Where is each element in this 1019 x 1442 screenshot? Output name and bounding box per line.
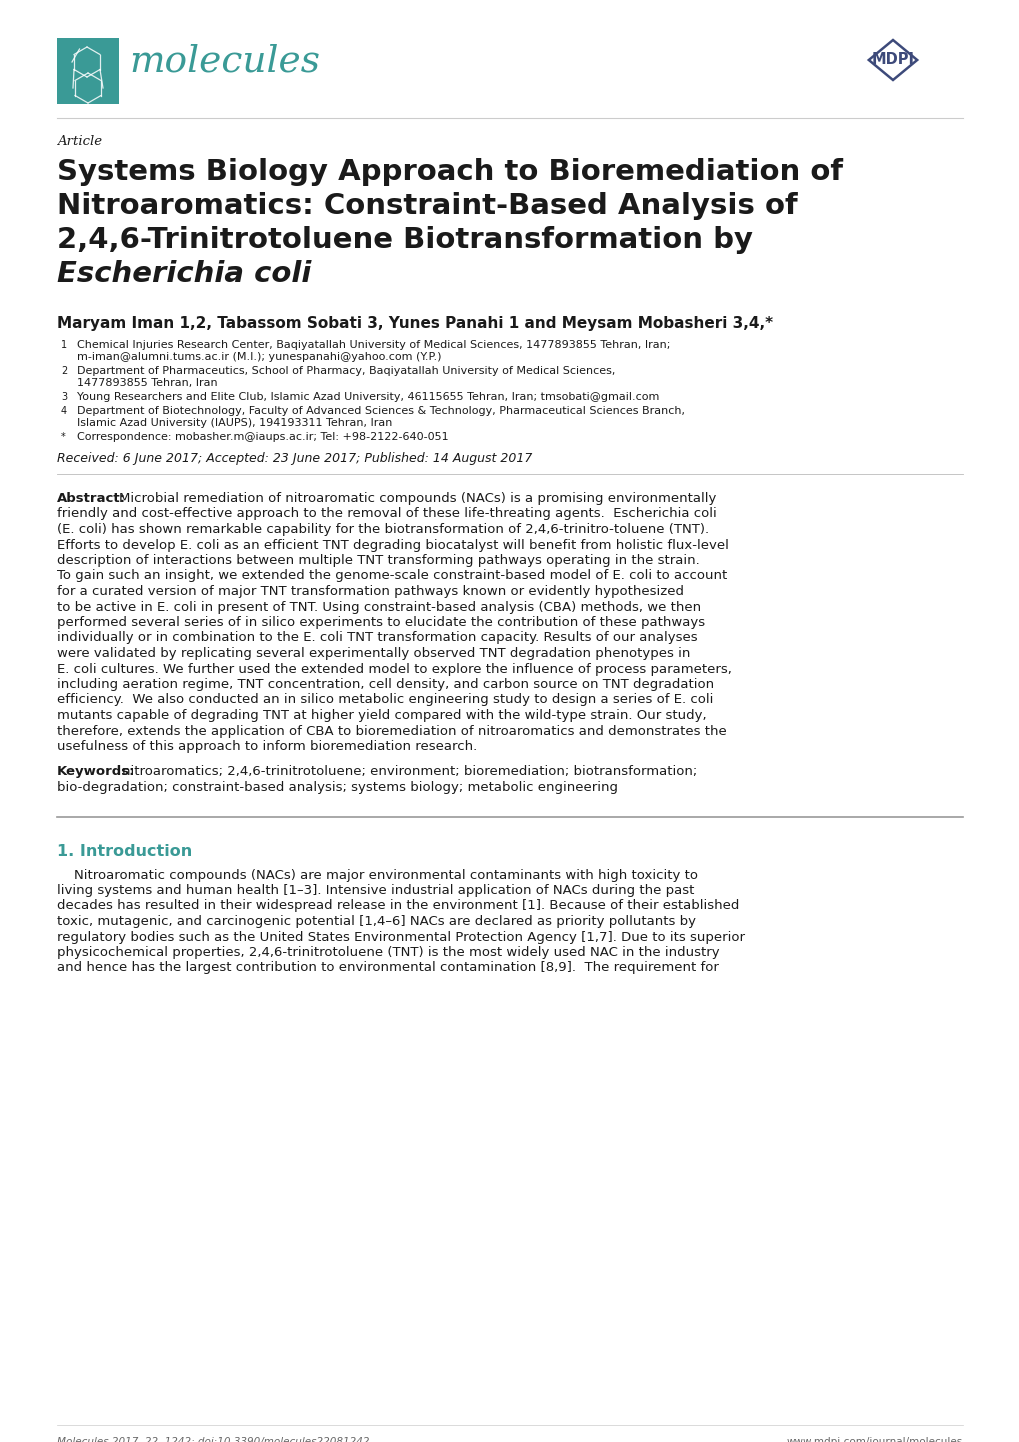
Text: Chemical Injuries Research Center, Baqiyatallah University of Medical Sciences, : Chemical Injuries Research Center, Baqiy…	[76, 340, 669, 350]
Text: performed several series of in silico experiments to elucidate the contribution : performed several series of in silico ex…	[57, 616, 704, 629]
Text: nitroaromatics; 2,4,6-trinitrotoluene; environment; bioremediation; biotransform: nitroaromatics; 2,4,6-trinitrotoluene; e…	[122, 766, 697, 779]
Text: m-iman@alumni.tums.ac.ir (M.I.); yunespanahi@yahoo.com (Y.P.): m-iman@alumni.tums.ac.ir (M.I.); yunespa…	[76, 352, 441, 362]
Text: To gain such an insight, we extended the genome-scale constraint-based model of : To gain such an insight, we extended the…	[57, 570, 727, 583]
Text: *: *	[61, 433, 65, 443]
Text: Article: Article	[57, 136, 102, 149]
Text: mutants capable of degrading TNT at higher yield compared with the wild-type str: mutants capable of degrading TNT at high…	[57, 709, 706, 722]
Text: to be active in E. coli in present of TNT. Using constraint-based analysis (CBA): to be active in E. coli in present of TN…	[57, 600, 700, 613]
Text: 1: 1	[61, 340, 67, 350]
Text: regulatory bodies such as the United States Environmental Protection Agency [1,7: regulatory bodies such as the United Sta…	[57, 930, 744, 943]
Text: 4: 4	[61, 407, 67, 415]
Text: for a curated version of major TNT transformation pathways known or evidently hy: for a curated version of major TNT trans…	[57, 585, 684, 598]
Text: Department of Biotechnology, Faculty of Advanced Sciences & Technology, Pharmace: Department of Biotechnology, Faculty of …	[76, 407, 685, 415]
Text: MDPI: MDPI	[870, 52, 914, 68]
Text: E. coli cultures. We further used the extended model to explore the influence of: E. coli cultures. We further used the ex…	[57, 662, 732, 675]
Text: Systems Biology Approach to Bioremediation of: Systems Biology Approach to Bioremediati…	[57, 159, 842, 186]
Text: Received: 6 June 2017; Accepted: 23 June 2017; Published: 14 August 2017: Received: 6 June 2017; Accepted: 23 June…	[57, 451, 532, 464]
Text: were validated by replicating several experimentally observed TNT degradation ph: were validated by replicating several ex…	[57, 647, 690, 660]
Text: 1477893855 Tehran, Iran: 1477893855 Tehran, Iran	[76, 378, 217, 388]
Text: Keywords:: Keywords:	[57, 766, 136, 779]
Text: molecules: molecules	[128, 43, 320, 79]
Text: Escherichia coli: Escherichia coli	[57, 260, 311, 288]
Text: Nitroaromatics: Constraint-Based Analysis of: Nitroaromatics: Constraint-Based Analysi…	[57, 192, 797, 221]
Text: www.mdpi.com/journal/molecules: www.mdpi.com/journal/molecules	[786, 1438, 962, 1442]
Text: friendly and cost-effective approach to the removal of these life-threating agen: friendly and cost-effective approach to …	[57, 508, 716, 521]
Text: usefulness of this approach to inform bioremediation research.: usefulness of this approach to inform bi…	[57, 740, 477, 753]
Text: toxic, mutagenic, and carcinogenic potential [1,4–6] NACs are declared as priori: toxic, mutagenic, and carcinogenic poten…	[57, 916, 695, 929]
Text: living systems and human health [1–3]. Intensive industrial application of NACs : living systems and human health [1–3]. I…	[57, 884, 694, 897]
Text: and hence has the largest contribution to environmental contamination [8,9].  Th: and hence has the largest contribution t…	[57, 962, 718, 975]
Text: 1. Introduction: 1. Introduction	[57, 845, 192, 859]
Text: 3: 3	[61, 392, 67, 402]
Text: therefore, extends the application of CBA to bioremediation of nitroaromatics an: therefore, extends the application of CB…	[57, 724, 727, 737]
Text: Islamic Azad University (IAUPS), 194193311 Tehran, Iran: Islamic Azad University (IAUPS), 1941933…	[76, 418, 392, 428]
Text: efficiency.  We also conducted an in silico metabolic engineering study to desig: efficiency. We also conducted an in sili…	[57, 694, 712, 707]
Text: individually or in combination to the E. coli TNT transformation capacity. Resul: individually or in combination to the E.…	[57, 632, 697, 645]
Text: including aeration regime, TNT concentration, cell density, and carbon source on: including aeration regime, TNT concentra…	[57, 678, 713, 691]
Text: physicochemical properties, 2,4,6-trinitrotoluene (TNT) is the most widely used : physicochemical properties, 2,4,6-trinit…	[57, 946, 719, 959]
Text: 2,4,6-Trinitrotoluene Biotransformation by: 2,4,6-Trinitrotoluene Biotransformation …	[57, 226, 752, 254]
Text: Young Researchers and Elite Club, Islamic Azad University, 46115655 Tehran, Iran: Young Researchers and Elite Club, Islami…	[76, 392, 658, 402]
Bar	[57, 37, 119, 104]
Text: description of interactions between multiple TNT transforming pathways operating: description of interactions between mult…	[57, 554, 699, 567]
Text: Nitroaromatic compounds (NACs) are major environmental contaminants with high to: Nitroaromatic compounds (NACs) are major…	[57, 868, 697, 881]
Text: Microbial remediation of nitroaromatic compounds (NACs) is a promising environme: Microbial remediation of nitroaromatic c…	[119, 492, 715, 505]
Text: Correspondence: mobasher.m@iaups.ac.ir; Tel: +98-2122-640-051: Correspondence: mobasher.m@iaups.ac.ir; …	[76, 433, 448, 443]
Text: Efforts to develop E. coli as an efficient TNT degrading biocatalyst will benefi: Efforts to develop E. coli as an efficie…	[57, 538, 729, 551]
Text: bio-degradation; constraint-based analysis; systems biology; metabolic engineeri: bio-degradation; constraint-based analys…	[57, 782, 618, 795]
Text: Department of Pharmaceutics, School of Pharmacy, Baqiyatallah University of Medi: Department of Pharmaceutics, School of P…	[76, 366, 614, 376]
Text: decades has resulted in their widespread release in the environment [1]. Because: decades has resulted in their widespread…	[57, 900, 739, 913]
Text: Molecules 2017, 22, 1242; doi:10.3390/molecules22081242: Molecules 2017, 22, 1242; doi:10.3390/mo…	[57, 1438, 369, 1442]
Text: Maryam Iman 1,2, Tabassom Sobati 3, Yunes Panahi 1 and Meysam Mobasheri 3,4,*: Maryam Iman 1,2, Tabassom Sobati 3, Yune…	[57, 316, 772, 332]
Text: (E. coli) has shown remarkable capability for the biotransformation of 2,4,6-tri: (E. coli) has shown remarkable capabilit…	[57, 523, 708, 536]
Text: 2: 2	[61, 366, 67, 376]
Text: Abstract:: Abstract:	[57, 492, 126, 505]
